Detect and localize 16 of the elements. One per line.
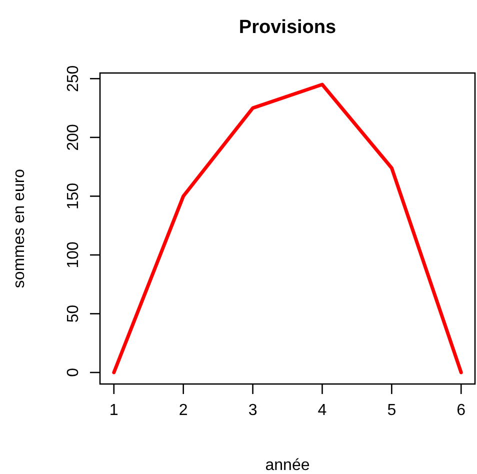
x-tick-label: 1 (109, 402, 118, 419)
x-tick-label: 3 (248, 402, 258, 419)
y-tick-label: 150 (65, 182, 82, 210)
x-tick-label: 4 (318, 402, 327, 419)
x-tick-label: 5 (387, 402, 396, 419)
y-tick-label: 50 (65, 304, 82, 323)
y-tick-label: 200 (65, 124, 82, 151)
y-axis-title: sommes en euro (11, 168, 28, 288)
chart-title: Provisions (238, 17, 336, 38)
x-tick-label: 6 (456, 402, 466, 419)
x-tick-label: 2 (178, 402, 188, 419)
y-tick-label: 250 (65, 65, 82, 92)
y-tick-label: 100 (65, 242, 82, 268)
x-axis-title: année (265, 457, 310, 474)
line-series (112, 82, 463, 374)
y-tick-label: 0 (65, 368, 82, 377)
